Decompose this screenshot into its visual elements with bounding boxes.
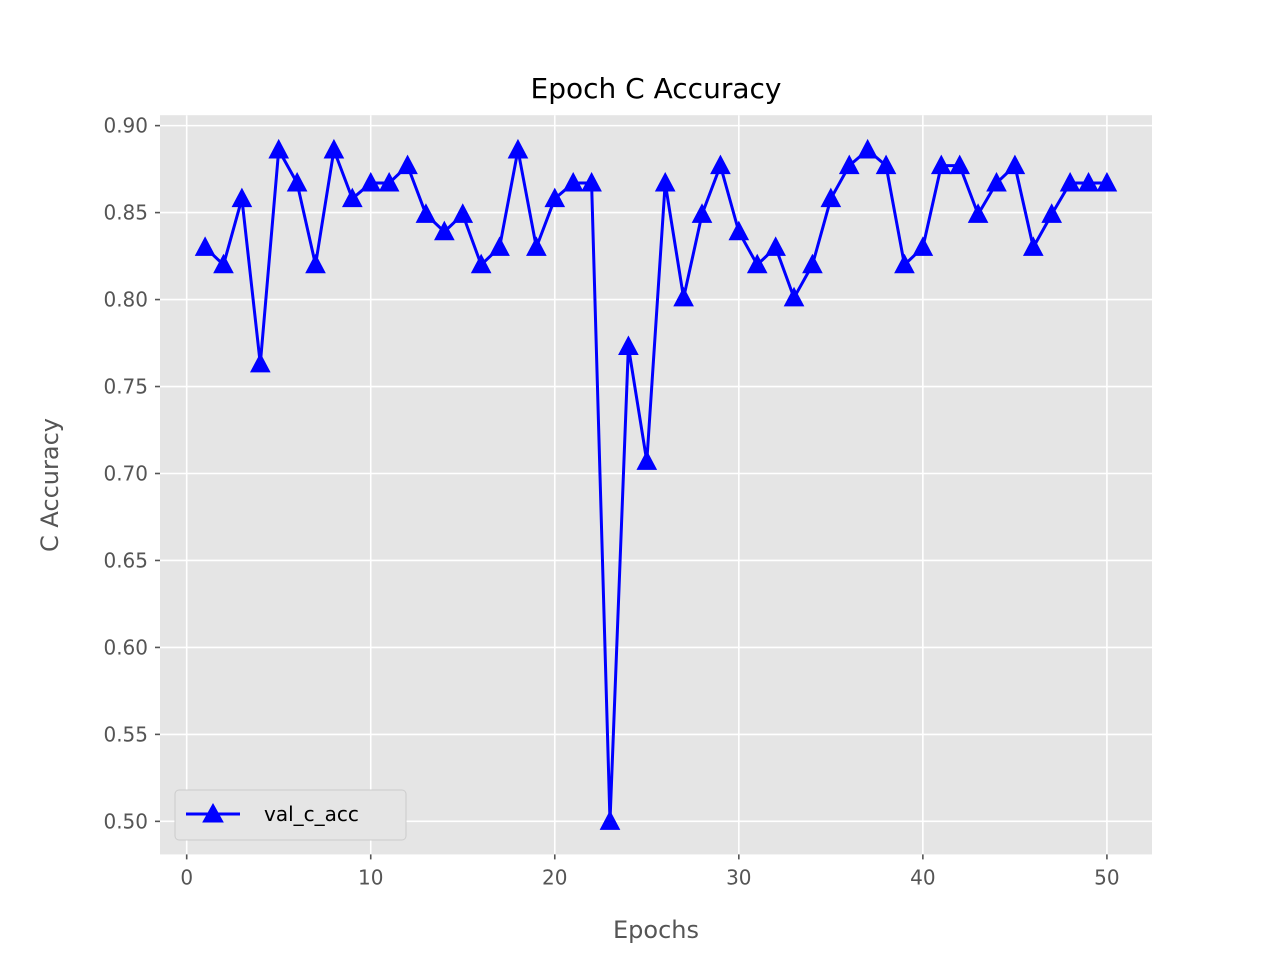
x-tick-label: 20 [542, 865, 567, 889]
data-point-marker [599, 810, 621, 830]
data-point-marker [268, 138, 290, 159]
data-point-marker [526, 236, 547, 256]
y-tick-label: 0.65 [103, 548, 148, 572]
data-point-marker [415, 203, 437, 223]
data-point-marker [654, 171, 676, 192]
data-point-marker [452, 203, 474, 223]
x-tick-label: 10 [358, 865, 383, 889]
legend-box [174, 789, 407, 841]
data-point-marker [765, 236, 786, 256]
data-point-marker [802, 253, 823, 274]
data-point-marker [783, 286, 805, 307]
chart-title: Epoch C Accuracy [531, 72, 782, 105]
series-layer [194, 138, 1118, 830]
data-point-marker [967, 203, 989, 223]
data-point-marker [636, 450, 658, 470]
data-point-marker [562, 171, 584, 192]
data-point-marker [618, 335, 639, 356]
data-point-marker [728, 220, 750, 241]
data-point-marker [949, 154, 971, 175]
y-tick-label: 0.85 [103, 201, 148, 225]
data-point-marker [507, 138, 529, 159]
data-point-marker [1078, 171, 1099, 192]
data-point-marker [194, 236, 216, 256]
data-point-marker [710, 154, 731, 175]
x-tick-label: 40 [910, 865, 935, 889]
y-tick-label: 0.75 [103, 375, 148, 399]
x-tick-label: 30 [726, 865, 751, 889]
x-axis-ticks: 0 10 20 30 40 50 [180, 854, 1120, 889]
y-tick-label: 0.50 [103, 809, 148, 833]
data-point-marker [378, 171, 400, 192]
data-point-marker [581, 171, 602, 192]
data-point-marker [691, 203, 713, 223]
data-point-marker [286, 171, 308, 192]
data-point-marker [213, 253, 234, 274]
data-point-marker [930, 154, 952, 175]
data-point-marker [341, 187, 363, 208]
x-tick-label: 0 [180, 865, 193, 889]
x-tick-label: 50 [1094, 865, 1119, 889]
data-point-marker [489, 236, 510, 256]
data-point-marker [231, 187, 253, 208]
data-point-marker [746, 253, 768, 274]
plot-area [160, 115, 1152, 855]
data-point-marker [360, 171, 382, 192]
y-axis-ticks: 0.50 0.55 0.60 0.65 0.70 0.75 0.80 0.85 0.90 [103, 114, 160, 833]
x-axis-label: Epochs [613, 916, 699, 944]
legend: val_c_acc [174, 789, 407, 841]
data-point-marker [434, 220, 455, 241]
y-tick-label: 0.55 [103, 722, 148, 746]
y-tick-label: 0.70 [103, 461, 148, 485]
data-point-marker [1022, 236, 1044, 256]
data-point-marker [894, 253, 915, 274]
y-tick-label: 0.90 [103, 114, 148, 138]
legend-triangle-marker-icon [202, 802, 224, 823]
data-point-marker [1096, 171, 1118, 192]
y-tick-label: 0.80 [103, 288, 148, 312]
data-point-marker [249, 352, 271, 373]
legend-label: val_c_acc [264, 802, 359, 826]
data-point-marker [544, 187, 566, 208]
y-tick-label: 0.60 [103, 635, 148, 659]
data-point-marker [912, 236, 934, 256]
data-point-marker [986, 171, 1007, 192]
data-point-marker [470, 253, 492, 274]
data-point-marker [305, 253, 326, 274]
data-point-marker [820, 187, 842, 208]
data-point-marker [1041, 203, 1063, 223]
data-point-marker [875, 154, 897, 175]
data-point-marker [323, 138, 345, 159]
data-point-marker [838, 154, 860, 175]
data-point-marker [673, 286, 694, 307]
data-point-marker [397, 154, 418, 175]
data-point-marker [857, 138, 878, 159]
data-point-marker [1004, 154, 1026, 175]
data-point-marker [1059, 171, 1081, 192]
y-axis-label: C Accuracy [36, 418, 64, 552]
